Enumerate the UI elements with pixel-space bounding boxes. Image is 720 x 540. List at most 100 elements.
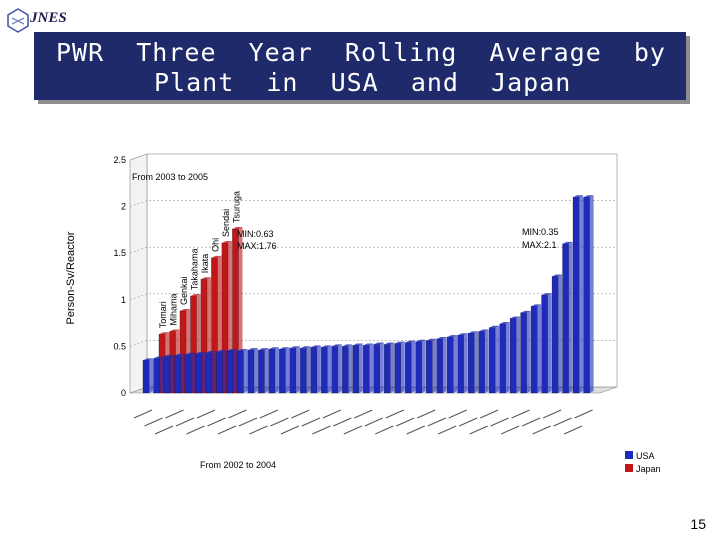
usa-bar	[562, 243, 569, 394]
usa-bar-side	[484, 329, 489, 393]
x-tick-label	[217, 425, 237, 435]
usa-bar	[457, 335, 464, 394]
usa-bar-side	[149, 358, 154, 393]
usa-bar-top	[583, 195, 594, 198]
usa-bar	[467, 333, 475, 394]
usa-bar-top	[174, 353, 185, 356]
usa-bar-top	[363, 343, 374, 346]
usa-bar-top	[426, 338, 437, 341]
x-tick-label	[553, 417, 572, 427]
usa-bar-side	[201, 351, 206, 393]
usa-bar	[184, 354, 192, 394]
x-tick-label	[563, 425, 583, 435]
usa-bar	[488, 327, 496, 394]
usa-bar-side	[579, 195, 584, 393]
usa-bar	[436, 338, 443, 394]
usa-bar-side	[285, 347, 290, 393]
usa-bar-side	[558, 274, 563, 393]
usa-bar-top	[531, 304, 542, 307]
x-tick-label	[249, 425, 268, 435]
usa-bar-top	[405, 340, 416, 343]
usa-bar	[153, 358, 160, 394]
usa-bar	[583, 197, 590, 394]
usa-bar-top	[268, 347, 279, 350]
usa-bar	[384, 344, 391, 394]
usa-period-label: From 2002 to 2004	[200, 460, 276, 470]
usa-bar-top	[468, 331, 479, 334]
usa-bar	[447, 336, 454, 394]
usa-bar	[551, 276, 559, 394]
japan-bar-top	[211, 255, 222, 258]
usa-bar	[499, 323, 506, 394]
usa-bar-side	[390, 342, 395, 393]
x-tick-label	[228, 409, 247, 419]
x-tick-label	[417, 409, 436, 419]
legend-japan-swatch	[625, 464, 633, 472]
usa-bar	[258, 349, 265, 394]
usa-bar-top	[447, 335, 458, 338]
usa-bar-top	[247, 348, 258, 351]
usa-bar-side	[232, 349, 237, 393]
usa-bar-top	[153, 356, 164, 359]
usa-bar	[509, 318, 517, 394]
usa-bar-side	[442, 336, 447, 393]
usa-bar-top	[237, 349, 248, 352]
usa-bar-side	[159, 356, 164, 393]
usa-bar-side	[474, 331, 479, 393]
usa-bar	[205, 352, 213, 394]
usa-bar-top	[205, 350, 217, 353]
x-tick-label	[165, 409, 184, 419]
x-tick-label	[479, 409, 499, 419]
usa-bar-side	[348, 344, 353, 393]
x-tick-label	[291, 409, 310, 419]
x-tick-label	[322, 409, 342, 419]
usa-bar-top	[394, 341, 405, 344]
japan-plant-label: Genkai	[179, 276, 189, 305]
usa-bar	[237, 350, 244, 394]
legend-japan-label: Japan	[636, 464, 661, 474]
usa-bar	[530, 306, 538, 394]
usa-bar-top	[541, 293, 552, 296]
x-tick-label	[207, 417, 226, 427]
x-tick-label	[144, 417, 163, 427]
japan-bar-top	[221, 240, 233, 243]
usa-bar-side	[453, 335, 458, 393]
x-tick-label	[574, 409, 593, 419]
usa-bar	[321, 347, 328, 394]
x-tick-label	[186, 425, 205, 435]
usa-bar	[541, 294, 548, 394]
x-tick-label	[270, 417, 289, 427]
y-tick-label: 2	[121, 202, 126, 212]
usa-bar-side	[253, 348, 258, 393]
x-tick-label	[500, 425, 520, 435]
usa-bar	[405, 342, 412, 394]
usa-bar-side	[411, 340, 416, 393]
usa-bar-side	[274, 347, 279, 393]
usa-bar-side	[170, 354, 175, 393]
usa-bar-side	[222, 349, 227, 393]
x-tick-label	[469, 425, 488, 435]
x-tick-label	[385, 409, 404, 419]
usa-bar-side	[568, 241, 573, 393]
x-tick-label	[343, 425, 363, 435]
x-tick-label	[154, 425, 174, 435]
usa-bar-side	[400, 341, 405, 393]
x-tick-label	[396, 417, 415, 427]
usa-bar-side	[180, 353, 185, 393]
japan-max-annotation: MAX:1.76	[237, 241, 277, 251]
x-tick-label	[448, 409, 467, 419]
usa-bar-side	[306, 346, 311, 393]
usa-bar	[268, 349, 276, 394]
usa-bar-side	[379, 342, 384, 393]
jnes-logo	[4, 6, 94, 36]
x-tick-label	[333, 417, 352, 427]
usa-bar-top	[184, 352, 196, 355]
japan-bar-top	[159, 332, 170, 335]
usa-bar-top	[258, 348, 269, 351]
japan-plant-label: Sendai	[221, 209, 231, 237]
x-tick-label	[427, 417, 446, 427]
usa-bar-top	[510, 316, 521, 319]
usa-bar-top	[552, 274, 563, 277]
japan-bar-top	[179, 308, 191, 311]
